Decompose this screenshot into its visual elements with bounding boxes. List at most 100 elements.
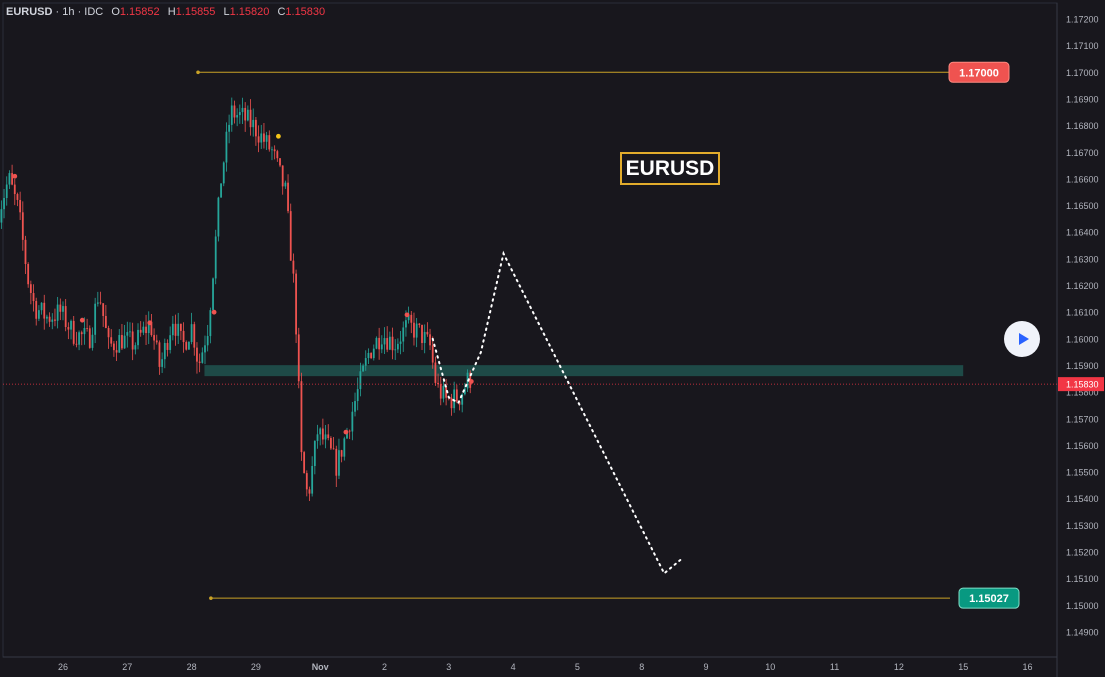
low-label: L [223,6,230,18]
candle-body [220,183,222,198]
candle-body [431,345,434,363]
y-tick-label: 1.16800 [1066,121,1099,131]
candle-body [268,135,271,150]
candle-body [201,352,204,363]
candle-body [110,337,113,344]
candle-body [252,119,255,128]
candle-body [372,348,375,359]
candle-body [94,303,97,335]
candle-body [415,323,418,338]
candle-body [461,394,464,405]
candle-body [284,182,287,187]
candle-body [311,466,314,494]
candle-body [29,284,32,294]
candle-body [78,332,80,345]
replay-play-button[interactable] [1004,321,1040,357]
candle-body [99,302,102,304]
candle-body [190,324,193,343]
symbol-header[interactable]: EURUSD · 1h · IDC O1.15852 H1.15855 L1.1… [6,6,326,18]
candle-body [375,337,378,349]
open-value: 1.15852 [119,6,160,18]
candle-body [276,151,279,159]
candle-body [405,320,407,328]
signal-dot [404,312,410,318]
y-tick-label: 1.16300 [1066,254,1099,264]
candle-body [107,327,110,338]
candle-body [62,306,64,312]
candle-body [364,358,367,366]
resistance-price-badge[interactable] [948,61,1010,83]
signal-dot [468,379,474,384]
candle-body [134,345,137,350]
candle-body [196,347,198,362]
annotation-title[interactable]: EURUSD [620,152,720,185]
candle-body [338,450,340,476]
signal-dot [12,173,18,179]
candle-body [158,342,161,367]
candle-body [3,197,5,210]
candle-body [5,184,8,198]
target-level-anchor[interactable] [209,596,213,600]
candle-body [246,109,249,121]
resistance-level-anchor[interactable] [196,70,200,75]
candle-body [72,320,75,344]
candle-body [198,361,201,363]
close-value: 1.15830 [285,6,326,18]
x-tick-label: 10 [765,662,775,672]
projection-path[interactable] [431,250,682,575]
candle-body [118,335,121,353]
x-tick-label: 11 [830,662,839,672]
y-tick-label: 1.14900 [1066,628,1099,638]
play-icon [1018,333,1029,345]
source-label: IDC [84,6,104,18]
candle-body [51,319,54,322]
candle-body [88,328,91,348]
candle-body [300,381,303,453]
candle-body [91,334,94,348]
support-zone[interactable] [204,365,964,377]
candle-body [131,331,134,350]
y-tick-label: 1.16600 [1066,174,1099,184]
candle-body [249,109,252,128]
candle-body [40,302,43,311]
candle-body [102,303,105,316]
candle-body [463,388,466,395]
candle-body [83,328,86,335]
candle-body [147,321,150,334]
candle-body [182,330,185,343]
target-price-badge[interactable] [958,587,1020,609]
candle-body [380,344,383,350]
y-tick-label: 1.15800 [1066,388,1099,398]
candle-body [169,335,172,350]
candle-body [386,338,389,350]
candle-body [212,278,214,311]
candle-body [316,434,319,441]
candle-body [455,389,458,402]
y-tick-label: 1.15900 [1066,361,1099,371]
y-tick-label: 1.17000 [1066,68,1099,78]
open-label: O [111,6,120,18]
candle-body [327,434,330,439]
candle-body [166,342,169,350]
candle-body [230,105,233,125]
candle-body [171,323,174,336]
candle-body [188,342,190,350]
x-tick-label: 28 [187,662,197,672]
candle-body [46,316,48,319]
candle-body [335,448,338,476]
candle-body [442,385,445,399]
candle-body [287,182,289,212]
x-tick-label: 5 [575,662,580,672]
candle-body [59,304,62,312]
candle-body [96,302,99,304]
x-tick-label: 29 [251,662,261,672]
y-tick-label: 1.16900 [1066,94,1099,104]
candle-body [37,310,40,319]
candle-body [418,323,421,325]
candle-body [445,385,448,398]
y-tick-label: 1.17200 [1066,15,1099,25]
candle-body [48,316,51,322]
plot-area-frame [2,2,1058,658]
candle-body [271,149,273,151]
